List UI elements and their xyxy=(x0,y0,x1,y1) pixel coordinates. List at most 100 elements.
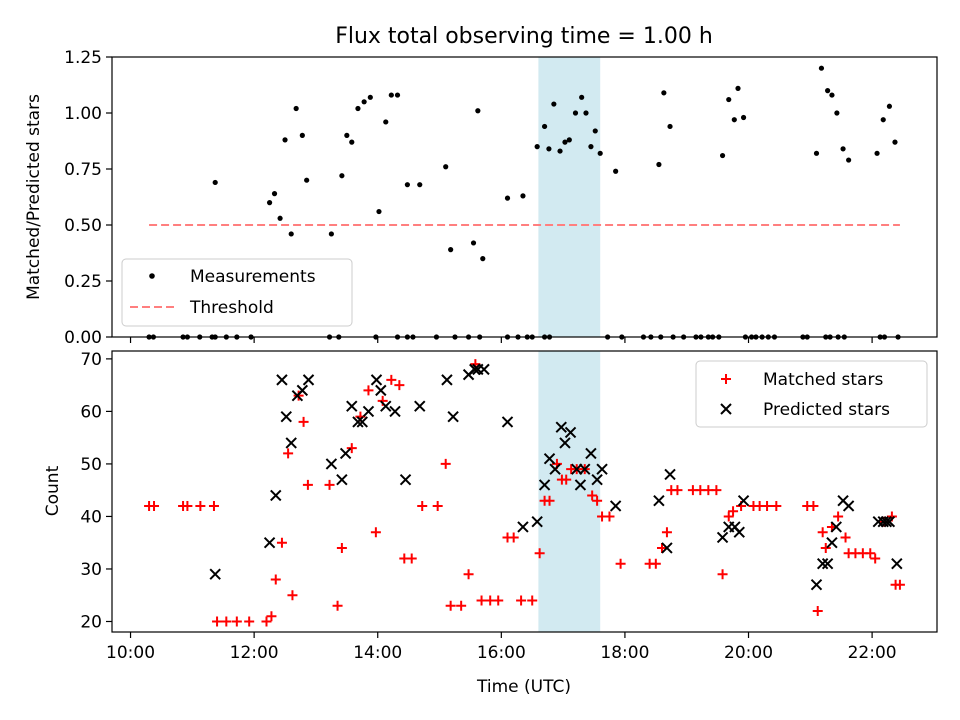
top-point xyxy=(470,240,477,246)
top-point xyxy=(288,231,294,237)
bottom-point xyxy=(592,495,603,506)
bottom-point xyxy=(531,515,543,528)
y-axis-label-bottom: Count xyxy=(43,465,63,516)
bottom-point xyxy=(149,500,160,511)
bottom-point xyxy=(463,569,474,580)
legend-label-threshold: Threshold xyxy=(189,298,274,318)
top-point xyxy=(355,105,361,112)
bottom-point xyxy=(585,447,597,460)
top-point xyxy=(475,108,481,114)
bottom-point xyxy=(456,600,467,611)
bottom-point xyxy=(325,458,338,470)
top-point xyxy=(740,114,747,121)
top-y-tick-label: 0.75 xyxy=(64,160,102,180)
top-y-tick-label: 1.00 xyxy=(64,104,102,124)
top-point xyxy=(846,157,852,163)
bottom-point xyxy=(195,500,206,511)
bottom-point xyxy=(221,616,232,627)
top-point xyxy=(361,99,367,105)
bottom-point xyxy=(263,537,276,549)
bottom-point xyxy=(762,500,773,511)
bottom-point xyxy=(363,385,374,396)
bottom-point xyxy=(716,531,729,544)
bottom-point xyxy=(840,532,851,543)
bottom-point xyxy=(728,506,739,517)
bottom-point xyxy=(346,400,358,412)
bottom-point xyxy=(389,405,401,418)
bottom-point xyxy=(447,410,459,423)
bottom-point xyxy=(808,500,819,511)
top-point xyxy=(282,137,288,143)
top-point xyxy=(443,164,449,170)
top-point xyxy=(886,103,893,109)
bottom-point xyxy=(441,374,453,386)
bottom-point xyxy=(517,521,529,533)
top-point xyxy=(880,117,886,123)
bottom-point xyxy=(894,579,905,590)
bottom-axes-frame xyxy=(111,350,938,633)
bottom-legend-box xyxy=(695,360,928,428)
bottom-point xyxy=(432,500,443,511)
bottom-point xyxy=(830,521,842,533)
top-point xyxy=(339,173,345,179)
bottom-point xyxy=(296,384,309,397)
top-point xyxy=(840,146,846,152)
bottom-point xyxy=(336,542,347,553)
bottom-point xyxy=(842,500,855,512)
bottom-point xyxy=(826,537,838,549)
bottom-point xyxy=(508,532,519,543)
top-point xyxy=(813,150,820,156)
legend-marker-predicted xyxy=(720,403,732,415)
bottom-point xyxy=(579,463,591,475)
bottom-point xyxy=(324,479,335,490)
top-point xyxy=(731,117,737,123)
top-point xyxy=(562,139,568,145)
bottom-point xyxy=(817,527,828,538)
bottom-point xyxy=(549,463,561,475)
bottom-point xyxy=(261,616,272,627)
top-y-tick-label: 1.25 xyxy=(64,48,102,68)
bottom-point xyxy=(276,374,288,386)
top-y-tick-label: 0.00 xyxy=(64,328,102,348)
bottom-point xyxy=(501,416,514,428)
bottom-x-tick-label: 20:00 xyxy=(724,643,773,663)
top-point xyxy=(583,110,589,116)
bottom-point xyxy=(604,511,615,522)
bottom-point xyxy=(574,479,587,491)
bottom-y-tick-label: 20 xyxy=(80,612,102,632)
bottom-point xyxy=(771,500,782,511)
bottom-point xyxy=(356,416,368,428)
bottom-point xyxy=(417,500,428,511)
top-point xyxy=(504,195,511,201)
top-point xyxy=(726,96,732,103)
top-point xyxy=(534,144,540,150)
bottom-point xyxy=(653,494,665,507)
bottom-point xyxy=(362,405,375,418)
top-point xyxy=(546,146,552,152)
top-point xyxy=(661,90,667,96)
top-point xyxy=(579,94,585,100)
top-point xyxy=(383,119,389,125)
legend-label-measurements: Measurements xyxy=(190,267,316,287)
top-point xyxy=(588,144,594,150)
bottom-point xyxy=(870,553,881,564)
top-point xyxy=(388,92,394,98)
bottom-legend: Matched stars Predicted stars xyxy=(695,360,928,428)
bottom-point xyxy=(394,380,405,391)
bottom-point xyxy=(880,515,893,528)
bottom-point xyxy=(664,468,676,481)
bottom-point xyxy=(298,416,309,427)
top-point xyxy=(480,256,486,262)
bottom-point xyxy=(555,421,567,433)
bottom-x-tick-label: 18:00 xyxy=(600,643,649,663)
figure-title: Flux total observing time = 1.00 h xyxy=(335,24,713,49)
top-point xyxy=(367,94,373,100)
bottom-point xyxy=(723,511,734,522)
bottom-point xyxy=(283,448,294,459)
top-highlight-band xyxy=(538,57,601,337)
bottom-point xyxy=(346,443,357,454)
bottom-point xyxy=(543,452,556,465)
bottom-point xyxy=(821,558,834,570)
top-point xyxy=(834,110,840,116)
